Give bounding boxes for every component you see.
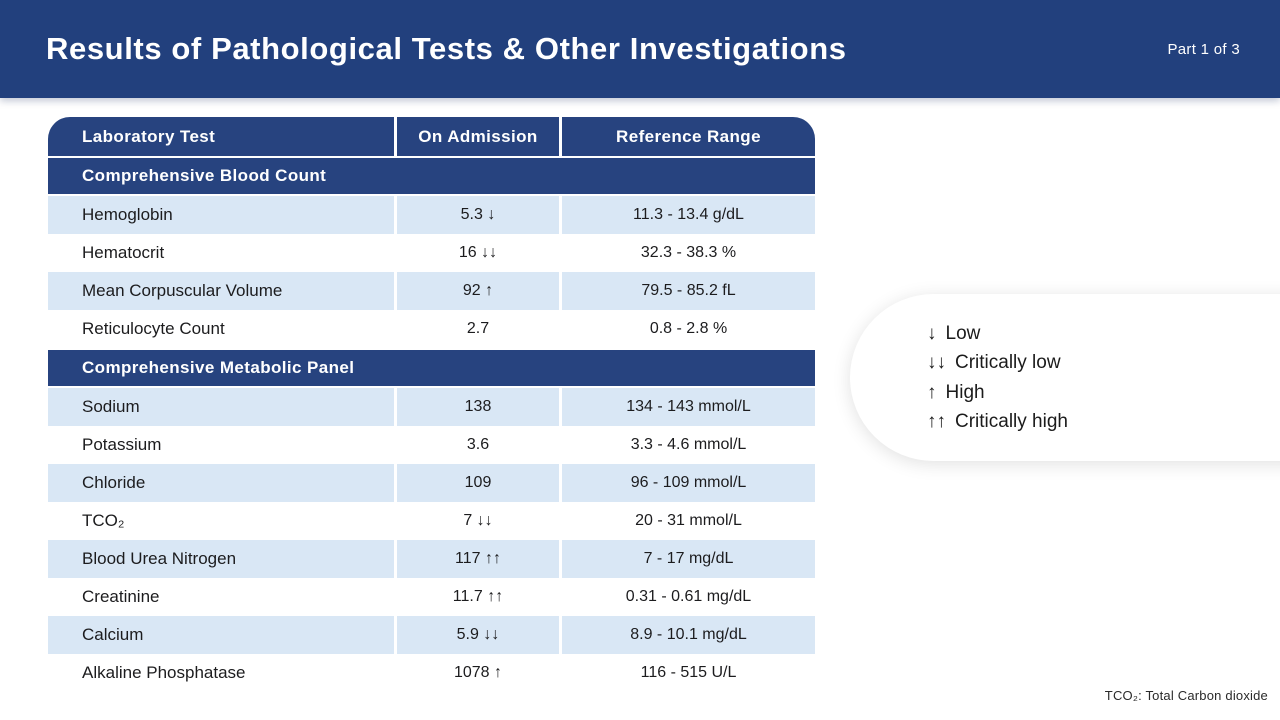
- test-name: Potassium: [82, 435, 162, 454]
- legend-label: Critically high: [955, 411, 1068, 432]
- legend-arrow-symbol: ↑↑: [927, 411, 946, 432]
- admission-value: 2.7: [466, 320, 490, 337]
- table-row: Blood Urea Nitrogen 117 ↑↑ 7 - 17 mg/dL: [48, 540, 815, 578]
- test-name: Blood Urea Nitrogen: [48, 540, 394, 578]
- admission-value: 5.3 ↓: [397, 196, 559, 234]
- section-header-row: Comprehensive Metabolic Panel: [48, 350, 815, 386]
- table-row: Hemoglobin 5.3 ↓ 11.3 - 13.4 g/dL: [48, 196, 815, 234]
- test-name: Sodium: [48, 388, 394, 426]
- section-header-row: Comprehensive Blood Count: [48, 158, 815, 194]
- admission-value: 3.6: [466, 436, 490, 453]
- title-banner: Results of Pathological Tests & Other In…: [0, 0, 1280, 98]
- column-header-reference-range: Reference Range: [562, 117, 815, 156]
- table-row: Reticulocyte Count 2.7 0.8 - 2.8 %: [48, 310, 815, 348]
- reference-range: 0.31 - 0.61 mg/dL: [625, 588, 752, 605]
- table-row: Chloride 109 96 - 109 mmol/L: [48, 464, 815, 502]
- table-header-row: Laboratory Test On Admission Reference R…: [48, 117, 815, 156]
- abbreviation-footnote: TCO₂: Total Carbon dioxide: [1104, 688, 1268, 703]
- admission-value: 109: [397, 464, 559, 502]
- table-body: Comprehensive Blood Count Hemoglobin 5.3…: [48, 158, 815, 692]
- test-name: Alkaline Phosphatase: [82, 663, 246, 682]
- legend-label: Low: [945, 322, 981, 344]
- test-name: Mean Corpuscular Volume: [48, 272, 394, 310]
- legend-item: ↓↓ Critically low: [927, 348, 1280, 378]
- test-name: TCO₂: [82, 511, 125, 530]
- admission-value: 92 ↑: [397, 272, 559, 310]
- legend-label: Critically low: [955, 352, 1061, 373]
- column-header-on-admission: On Admission: [397, 117, 559, 156]
- reference-range: 7 - 17 mg/dL: [562, 540, 815, 578]
- legend-item: ↓ Low: [927, 319, 1280, 349]
- legend-label: High: [945, 381, 985, 403]
- page-title: Results of Pathological Tests & Other In…: [46, 31, 847, 66]
- reference-range: 0.8 - 2.8 %: [649, 320, 728, 337]
- table-row: Creatinine 11.7 ↑↑ 0.31 - 0.61 mg/dL: [48, 578, 815, 616]
- admission-value: 7 ↓↓: [463, 512, 493, 529]
- section-title: Comprehensive Blood Count: [82, 166, 327, 185]
- section-title: Comprehensive Metabolic Panel: [82, 358, 355, 377]
- table-row: Sodium 138 134 - 143 mmol/L: [48, 388, 815, 426]
- test-name: Chloride: [48, 464, 394, 502]
- reference-range: 134 - 143 mmol/L: [562, 388, 815, 426]
- reference-range: 79.5 - 85.2 fL: [562, 272, 815, 310]
- admission-value: 1078 ↑: [453, 664, 503, 681]
- legend-item: ↑↑ Critically high: [927, 407, 1280, 437]
- lab-results-table: Laboratory Test On Admission Reference R…: [48, 117, 815, 692]
- reference-range: 96 - 109 mmol/L: [562, 464, 815, 502]
- test-name: Hematocrit: [82, 243, 165, 262]
- admission-value: 16 ↓↓: [458, 244, 498, 261]
- test-name: Hemoglobin: [48, 196, 394, 234]
- admission-value: 5.9 ↓↓: [397, 616, 559, 654]
- legend-arrow-symbol: ↑: [927, 381, 937, 403]
- test-name: Creatinine: [82, 587, 160, 606]
- test-name: Calcium: [48, 616, 394, 654]
- table-row: Alkaline Phosphatase 1078 ↑ 116 - 515 U/…: [48, 654, 815, 692]
- legend-arrow-symbol: ↓↓: [927, 352, 946, 373]
- reference-range: 11.3 - 13.4 g/dL: [562, 196, 815, 234]
- test-name: Reticulocyte Count: [82, 319, 225, 338]
- table-row: Mean Corpuscular Volume 92 ↑ 79.5 - 85.2…: [48, 272, 815, 310]
- reference-range: 116 - 515 U/L: [640, 664, 737, 681]
- reference-range: 8.9 - 10.1 mg/dL: [562, 616, 815, 654]
- legend-arrow-symbol: ↓: [927, 322, 937, 344]
- admission-value: 138: [397, 388, 559, 426]
- admission-value: 117 ↑↑: [397, 540, 559, 578]
- column-header-laboratory-test: Laboratory Test: [48, 117, 394, 156]
- reference-range: 20 - 31 mmol/L: [635, 512, 742, 529]
- reference-range: 3.3 - 4.6 mmol/L: [630, 436, 747, 453]
- table-row: Calcium 5.9 ↓↓ 8.9 - 10.1 mg/dL: [48, 616, 815, 654]
- reference-range: 32.3 - 38.3 %: [640, 244, 737, 261]
- table-row: Potassium 3.6 3.3 - 4.6 mmol/L: [48, 426, 815, 464]
- table-row: TCO₂ 7 ↓↓ 20 - 31 mmol/L: [48, 502, 815, 540]
- table-row: Hematocrit 16 ↓↓ 32.3 - 38.3 %: [48, 234, 815, 272]
- arrow-legend-card: ↓ Low ↓↓ Critically low ↑ High ↑↑ Critically…: [850, 294, 1280, 461]
- legend-item: ↑ High: [927, 378, 1280, 408]
- part-indicator: Part 1 of 3: [1167, 40, 1240, 58]
- admission-value: 11.7 ↑↑: [452, 588, 504, 605]
